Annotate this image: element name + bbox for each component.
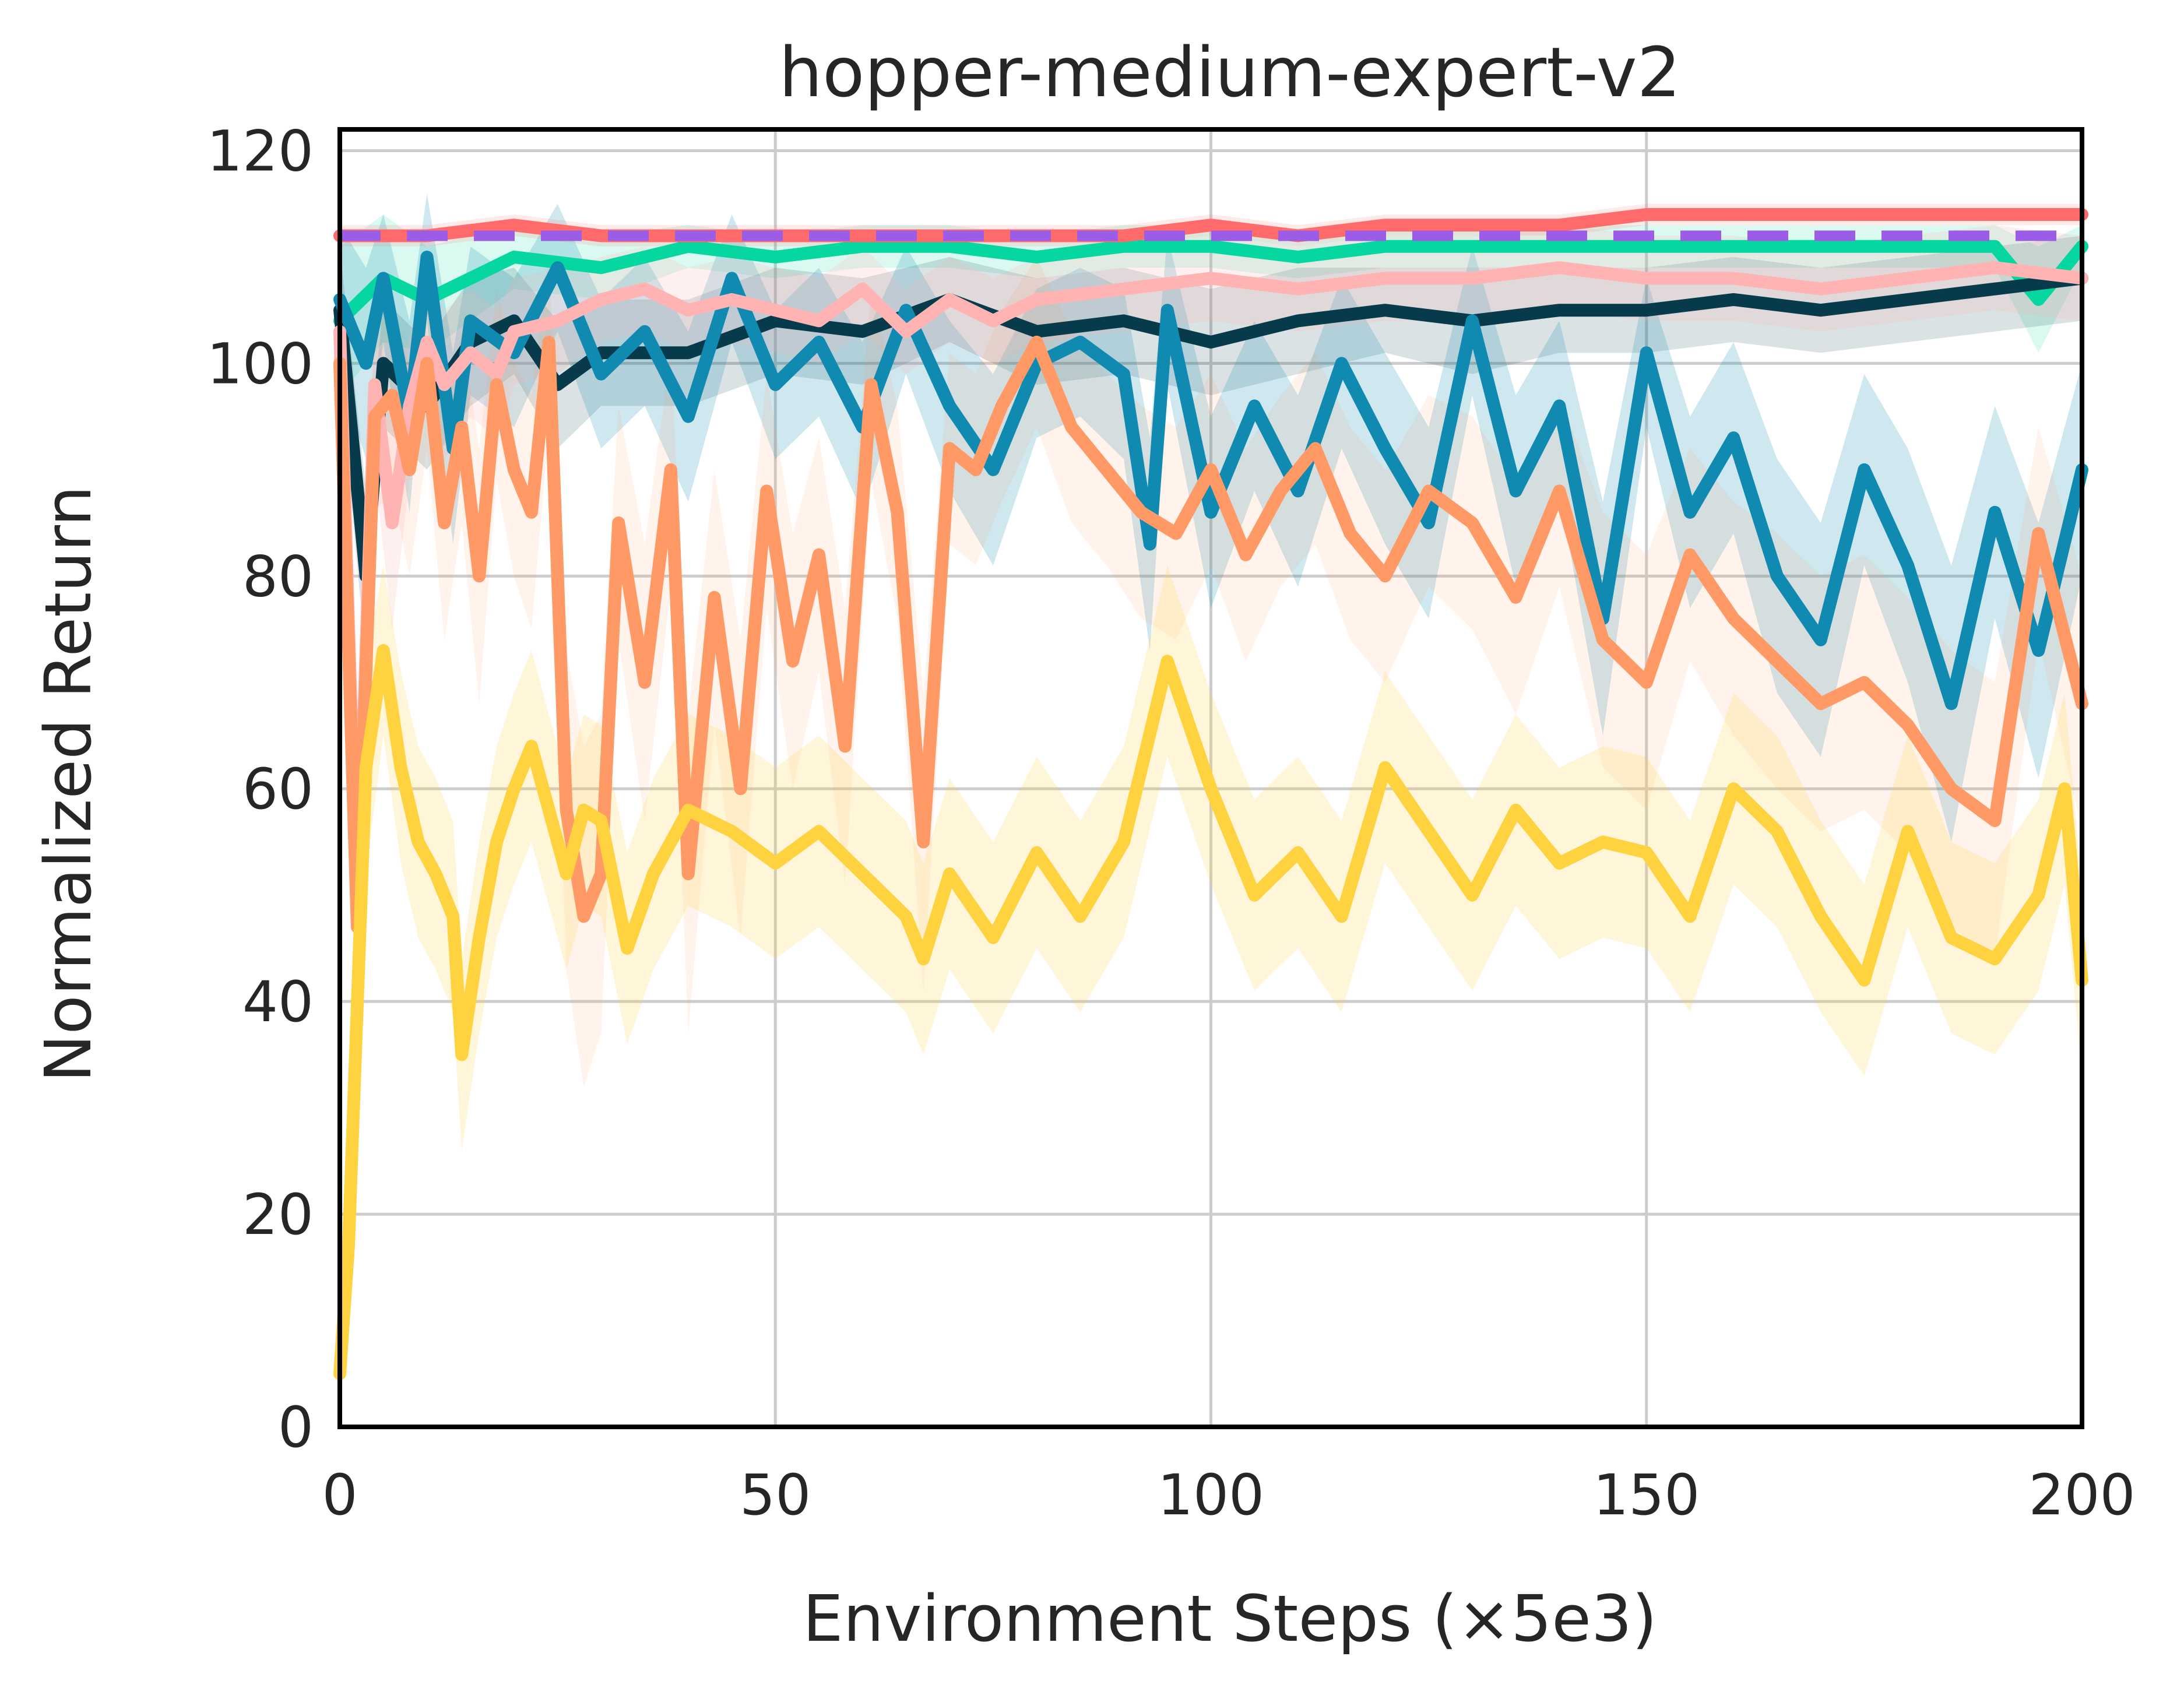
x-tick-label: 100 — [1158, 1462, 1264, 1528]
x-tick-label: 150 — [1593, 1462, 1700, 1528]
series-orange-band — [340, 257, 2082, 1087]
series-green-line — [333, 240, 2088, 328]
series-orange-line — [333, 335, 2088, 934]
series-yellow-band — [340, 565, 2082, 1406]
chart-title: hopper-medium-expert-v2 — [779, 32, 1680, 112]
series-coral-line — [333, 208, 2088, 242]
y-tick-label: 80 — [242, 544, 314, 609]
y-tick-label: 60 — [242, 757, 314, 822]
x-tick-labels: 0 50 100 150 200 — [322, 1462, 2135, 1528]
y-tick-labels: 0 20 40 60 80 100 120 — [207, 118, 314, 1460]
x-tick-label: 0 — [322, 1462, 357, 1528]
y-tick-label: 20 — [242, 1182, 314, 1247]
series-dark-navy-band — [340, 235, 2082, 662]
x-tick-label: 200 — [2028, 1462, 2135, 1528]
y-axis-label: Normalized Return — [31, 486, 105, 1082]
x-tick-label: 50 — [740, 1462, 811, 1528]
y-tick-label: 100 — [207, 331, 314, 396]
series-pink-band — [340, 225, 2082, 1076]
x-axis-label: Environment Steps (×5e3) — [803, 1581, 1657, 1656]
y-tick-label: 0 — [278, 1395, 314, 1460]
y-tick-label: 40 — [242, 969, 314, 1035]
plot-frame — [337, 127, 2084, 1429]
series-yellow-line — [333, 644, 2088, 1380]
series-pink-line — [333, 261, 2088, 923]
series-lines — [333, 208, 2088, 1380]
y-tick-label: 120 — [207, 118, 314, 184]
